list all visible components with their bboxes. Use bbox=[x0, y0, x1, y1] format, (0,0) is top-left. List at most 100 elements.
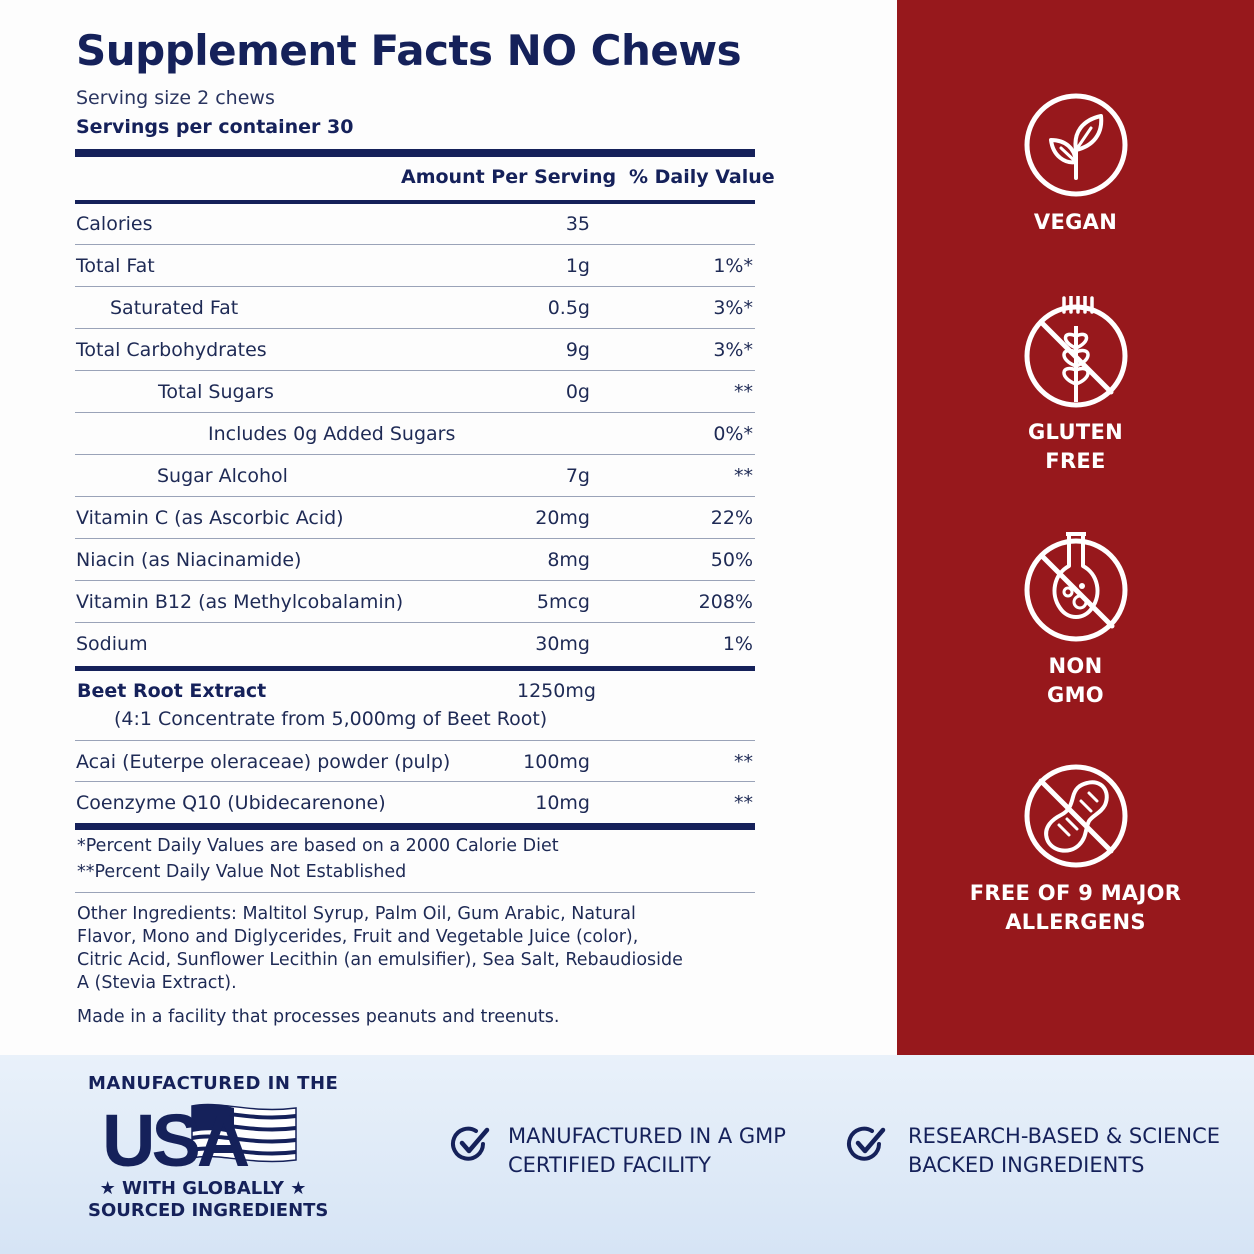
row-divider bbox=[75, 580, 755, 581]
nutrient-dv: 3%* bbox=[713, 339, 753, 361]
servings-per-container: Servings per container 30 bbox=[76, 116, 354, 138]
nutrient-name: Total Carbohydrates bbox=[76, 339, 267, 361]
research-line-1: RESEARCH-BASED & SCIENCE bbox=[908, 1124, 1221, 1148]
table-row: Sugar Alcohol 7g ** bbox=[75, 455, 755, 497]
row-divider bbox=[75, 538, 755, 539]
badge-label-1: GLUTEN bbox=[1028, 420, 1123, 444]
footnote-not-established: **Percent Daily Value Not Established bbox=[77, 862, 407, 882]
row-divider bbox=[75, 740, 755, 741]
nutrient-dv: 1% bbox=[722, 633, 753, 655]
badge-allergen-free: FREE OF 9 MAJOR ALLERGENS bbox=[897, 763, 1254, 937]
table-row: Total Fat 1g 1%* bbox=[75, 245, 755, 287]
table-row: Total Carbohydrates 9g 3%* bbox=[75, 329, 755, 371]
badge-label: VEGAN bbox=[1033, 210, 1118, 234]
nutrient-amount: 20mg bbox=[535, 507, 590, 529]
vegan-plant-icon bbox=[1024, 93, 1127, 197]
nutrient-amount: 0g bbox=[565, 381, 590, 403]
nutrient-dv: 3%* bbox=[713, 297, 753, 319]
other-ingredients: Other Ingredients: Maltitol Syrup, Palm … bbox=[77, 904, 683, 993]
row-divider bbox=[75, 781, 755, 782]
bottom-thick-rule bbox=[75, 823, 755, 830]
nutrient-amount: 30mg bbox=[535, 633, 590, 655]
ingredient-name: Acai (Euterpe oleraceae) powder (pulp) bbox=[76, 751, 451, 773]
nutrient-name: Vitamin B12 (as Methylcobalamin) bbox=[76, 591, 404, 613]
badge-label-2: GMO bbox=[1047, 683, 1104, 707]
nutrient-amount: 1g bbox=[565, 255, 590, 277]
gluten-free-wheat-icon bbox=[1024, 296, 1127, 408]
nutrient-name: Total Fat bbox=[76, 255, 155, 277]
nutrient-amount: 5mcg bbox=[536, 591, 590, 613]
ingredient-dv: ** bbox=[734, 751, 753, 773]
manufactured-in-label: MANUFACTURED IN THE bbox=[88, 1073, 339, 1094]
table-row: Acai (Euterpe oleraceae) powder (pulp) 1… bbox=[75, 741, 755, 783]
section-thick-rule bbox=[75, 666, 755, 671]
nutrient-name: Includes 0g Added Sugars bbox=[208, 423, 456, 445]
non-gmo-flask-icon bbox=[1024, 532, 1127, 642]
ingredient-name: Coenzyme Q10 (Ubidecarenone) bbox=[76, 792, 386, 814]
globally-sourced-line-1: ★ WITH GLOBALLY ★ bbox=[99, 1178, 307, 1199]
check-circle-icon bbox=[847, 1126, 886, 1161]
top-thick-rule bbox=[75, 149, 755, 157]
row-divider bbox=[75, 370, 755, 371]
nutrient-dv: 22% bbox=[710, 507, 753, 529]
table-row: Coenzyme Q10 (Ubidecarenone) 10mg ** bbox=[75, 782, 755, 824]
badge-vegan: VEGAN bbox=[897, 92, 1254, 237]
nutrient-amount: 7g bbox=[565, 465, 590, 487]
beet-root-name: Beet Root Extract bbox=[77, 680, 267, 702]
badge-label-2: FREE bbox=[1045, 449, 1106, 473]
nutrient-name: Vitamin C (as Ascorbic Acid) bbox=[76, 507, 344, 529]
table-row: Includes 0g Added Sugars 0%* bbox=[75, 413, 755, 455]
nutrient-dv: 50% bbox=[710, 549, 753, 571]
gmp-line-1: MANUFACTURED IN A GMP bbox=[508, 1124, 786, 1148]
nutrient-amount: 9g bbox=[565, 339, 590, 361]
daily-value-header: % Daily Value bbox=[629, 166, 775, 188]
gmp-line-2: CERTIFIED FACILITY bbox=[508, 1153, 711, 1177]
table-row: Niacin (as Niacinamide) 8mg 50% bbox=[75, 539, 755, 581]
badge-non-gmo: NON GMO bbox=[897, 530, 1254, 710]
nutrient-name: Saturated Fat bbox=[110, 297, 239, 319]
nutrient-amount: 8mg bbox=[547, 549, 590, 571]
page-title: Supplement Facts NO Chews bbox=[76, 26, 742, 75]
nutrient-name: Calories bbox=[76, 213, 153, 235]
header-rule bbox=[75, 200, 755, 204]
amount-header: Amount Per Serving bbox=[401, 166, 617, 188]
nutrient-dv: 1%* bbox=[713, 255, 753, 277]
certification-sidebar: VEGAN GLUTEN FREE NON GMO bbox=[897, 0, 1254, 1055]
nutrient-dv: 0%* bbox=[713, 423, 753, 445]
badge-label-1: FREE OF 9 MAJOR bbox=[969, 881, 1182, 905]
nutrient-amount: 0.5g bbox=[547, 297, 590, 319]
table-row: Vitamin C (as Ascorbic Acid) 20mg 22% bbox=[75, 497, 755, 539]
table-row: Calories 35 bbox=[75, 203, 755, 245]
usa-flag-logo-icon: USA bbox=[102, 1100, 297, 1172]
check-circle-icon bbox=[451, 1126, 490, 1161]
table-row: Sodium 30mg 1% bbox=[75, 623, 755, 665]
row-divider bbox=[75, 454, 755, 455]
nutrient-amount: 35 bbox=[565, 213, 590, 235]
nutrient-name: Sugar Alcohol bbox=[157, 465, 288, 487]
table-row: Vitamin B12 (as Methylcobalamin) 5mcg 20… bbox=[75, 581, 755, 623]
nutrient-name: Niacin (as Niacinamide) bbox=[76, 549, 302, 571]
row-divider bbox=[75, 286, 755, 287]
nutrient-name: Total Sugars bbox=[158, 381, 274, 403]
row-divider bbox=[75, 412, 755, 413]
serving-size: Serving size 2 chews bbox=[76, 87, 275, 109]
usa-wordmark: USA bbox=[102, 1100, 249, 1172]
facility-statement: Made in a facility that processes peanut… bbox=[77, 1007, 560, 1027]
nutrient-dv: 208% bbox=[698, 591, 753, 613]
row-divider bbox=[75, 328, 755, 329]
badge-label-1: NON bbox=[1048, 654, 1103, 678]
badge-label-2: ALLERGENS bbox=[1005, 910, 1146, 934]
beet-root-note: (4:1 Concentrate from 5,000mg of Beet Ro… bbox=[114, 708, 548, 730]
beet-root-amount: 1250mg bbox=[517, 680, 596, 702]
row-divider bbox=[75, 892, 755, 893]
row-divider bbox=[75, 244, 755, 245]
ingredient-dv: ** bbox=[734, 792, 753, 814]
table-row: Total Sugars 0g ** bbox=[75, 371, 755, 413]
table-row: Saturated Fat 0.5g 3%* bbox=[75, 287, 755, 329]
footnote-daily-values: *Percent Daily Values are based on a 200… bbox=[77, 836, 559, 856]
row-divider bbox=[75, 496, 755, 497]
nutrient-name: Sodium bbox=[76, 633, 148, 655]
supplement-facts-panel: Supplement Facts NO Chews Serving size 2… bbox=[75, 26, 775, 1027]
flag-icon bbox=[191, 1103, 297, 1163]
ingredient-amount: 10mg bbox=[535, 792, 590, 814]
